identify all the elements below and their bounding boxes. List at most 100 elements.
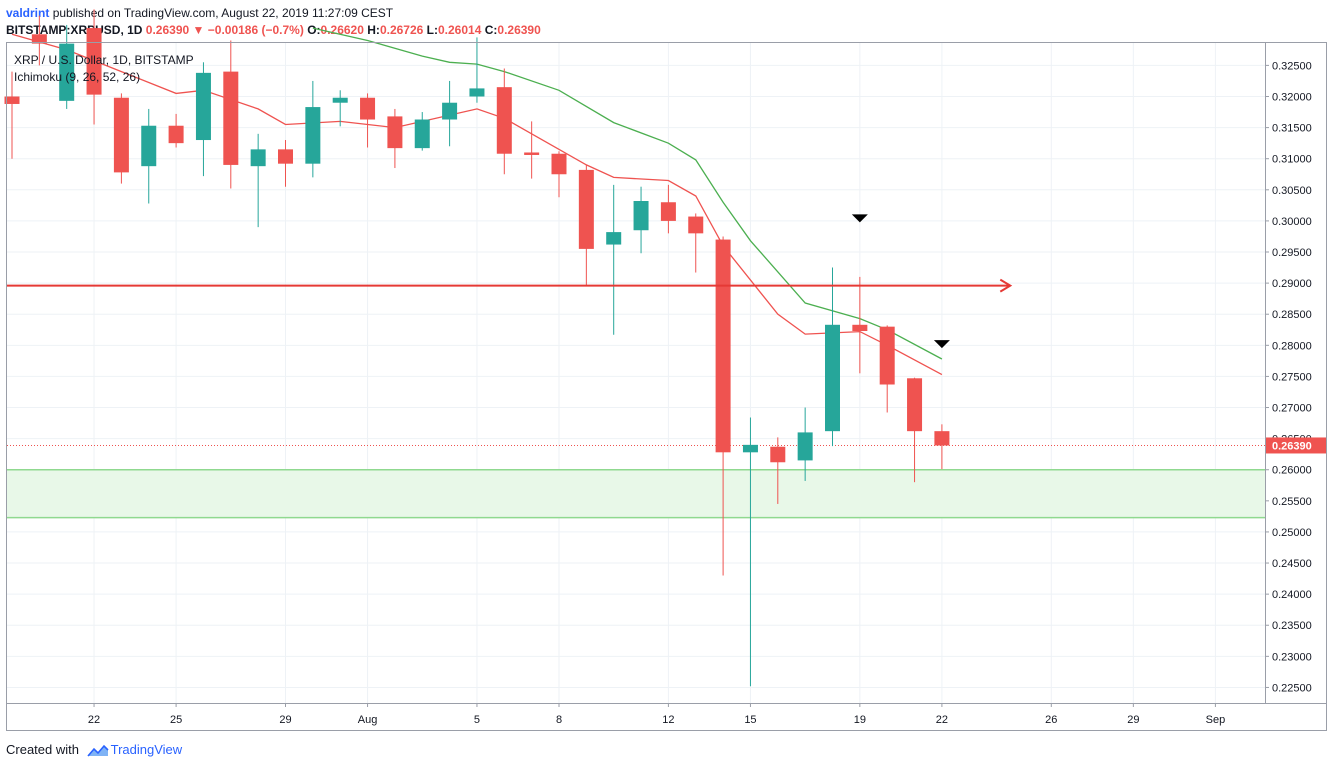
y-tick-label: 0.30000 <box>1272 216 1312 228</box>
created-with-label: Created with <box>6 742 79 757</box>
candles <box>4 9 950 687</box>
y-tick-label: 0.28500 <box>1272 309 1312 321</box>
time-axis[interactable]: 22 25 29 Aug 5 8 12 15 19 22 26 29 Sep <box>88 703 1225 726</box>
x-tick-label: 15 <box>744 714 756 726</box>
publication-info: valdrint published on TradingView.com, A… <box>6 5 393 21</box>
low-label: L: <box>426 23 438 37</box>
high-value: 0.26726 <box>379 23 424 37</box>
candle-body-down <box>688 216 704 234</box>
x-tick-label: 29 <box>279 714 291 726</box>
time-axis-border <box>6 703 1327 731</box>
down-triangle-marker-icon <box>851 214 868 223</box>
y-tick-label: 0.22500 <box>1272 682 1312 694</box>
current-price-label: 0.26390 <box>1272 440 1312 452</box>
x-tick-label: 22 <box>88 714 100 726</box>
tenkan-sen-line <box>11 33 943 376</box>
y-tick-label: 0.24000 <box>1272 589 1312 601</box>
y-tick-label: 0.27000 <box>1272 403 1312 415</box>
tradingview-logo-icon <box>87 744 109 757</box>
x-tick-label: 19 <box>854 714 866 726</box>
annotations <box>7 214 1013 349</box>
y-tick-label: 0.30500 <box>1272 185 1312 197</box>
candle-body-up <box>250 149 266 167</box>
candle-body-down <box>551 153 567 175</box>
resistance-arrow-head-icon <box>999 278 1013 293</box>
x-tick-label: 25 <box>170 714 182 726</box>
y-tick-label: 0.24500 <box>1272 558 1312 570</box>
down-arrow-icon: ▼ <box>192 23 205 37</box>
candle-body-up <box>606 232 622 245</box>
grid <box>7 43 1265 703</box>
chart-border <box>6 42 1266 704</box>
candle-body-up <box>332 97 348 103</box>
x-tick-label: 26 <box>1045 714 1057 726</box>
candle-body-up <box>59 43 75 101</box>
price-axis[interactable]: 0.32500 0.32000 0.31500 0.31000 0.30500 0.300… <box>1265 60 1326 694</box>
open-value: 0.26620 <box>320 23 364 37</box>
candle-body-down <box>113 97 129 173</box>
candle-body-down <box>934 431 950 446</box>
x-tick-label: 22 <box>936 714 948 726</box>
y-tick-label: 0.25500 <box>1272 496 1312 508</box>
y-tick-label: 0.29000 <box>1272 278 1312 290</box>
support-zone-fill <box>7 469 1265 518</box>
candle-body-up <box>825 324 840 432</box>
candle-body-down <box>524 152 540 155</box>
close-label: C: <box>484 23 498 37</box>
candle-body-down <box>715 239 731 453</box>
published-text: published on TradingView.com, August 22,… <box>52 6 394 20</box>
x-tick-label: Aug <box>358 714 378 726</box>
y-tick-label: 0.23500 <box>1272 620 1312 632</box>
candle-body-up <box>469 88 485 97</box>
candle-body-up <box>797 432 813 461</box>
y-tick-label: 0.23000 <box>1272 651 1312 663</box>
candle-body-down <box>879 326 895 385</box>
x-tick-label: Sep <box>1206 714 1226 726</box>
candle-body-up <box>195 72 211 141</box>
candle-body-up <box>633 201 649 231</box>
y-tick-label: 0.32000 <box>1272 91 1312 103</box>
candle-body-down <box>278 149 293 164</box>
candle-body-down <box>4 96 20 104</box>
candle-body-down <box>852 324 868 332</box>
y-tick-label: 0.25000 <box>1272 527 1312 539</box>
candle-body-down <box>578 169 594 249</box>
x-tick-label: 5 <box>474 714 480 726</box>
y-tick-label: 0.28000 <box>1272 340 1312 352</box>
support-zone <box>7 468 1265 519</box>
candle-body-up <box>141 125 157 167</box>
ohlc-header: BITSTAMP:XRPUSD, 1D 0.26390 ▼ −0.00186 (… <box>6 22 541 38</box>
x-tick-label: 29 <box>1127 714 1139 726</box>
low-value: 0.26014 <box>438 23 482 37</box>
last-price: 0.26390 <box>145 23 190 37</box>
kijun-sen-line <box>312 27 943 360</box>
candle-body-up <box>305 107 321 164</box>
candle-body-up <box>414 119 430 149</box>
series-legend: XRP / U.S. Dollar, 1D, BITSTAMP <box>14 53 194 67</box>
price-change: −0.00186 (−0.7%) <box>207 23 304 37</box>
candle-body-down <box>31 34 47 44</box>
tradingview-brand-link[interactable]: TradingView <box>110 742 183 757</box>
footer: Created with TradingView <box>6 741 182 759</box>
open-label: O: <box>307 23 321 37</box>
close-value: 0.26390 <box>497 23 541 37</box>
candle-body-down <box>496 87 512 154</box>
y-tick-label: 0.32500 <box>1272 60 1312 72</box>
candle-body-down <box>907 378 923 432</box>
candle-body-down <box>223 71 239 165</box>
y-tick-label: 0.29500 <box>1272 247 1312 259</box>
y-tick-label: 0.26000 <box>1272 465 1312 477</box>
candle-body-up <box>742 444 758 453</box>
current-price-tag <box>1266 437 1326 454</box>
x-tick-label: 12 <box>662 714 674 726</box>
candle-body-down <box>387 116 403 149</box>
candle-body-down <box>360 97 376 120</box>
high-label: H: <box>367 23 380 37</box>
author-name[interactable]: valdrint <box>6 6 50 20</box>
candle-body-up <box>442 102 458 120</box>
indicator-legend: Ichimoku (9, 26, 52, 26) <box>14 70 140 84</box>
candle-body-down <box>770 446 786 463</box>
ichimoku-lines <box>7 27 1265 446</box>
down-triangle-marker-icon <box>933 340 950 349</box>
